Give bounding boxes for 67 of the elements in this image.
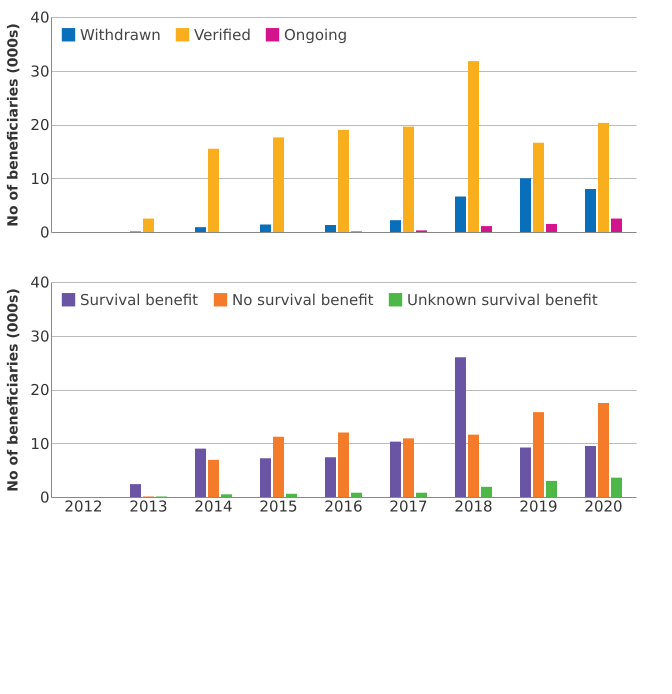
bar (585, 189, 596, 232)
x-tick-label: 2020 (584, 498, 623, 516)
legend-label: Withdrawn (80, 26, 161, 44)
bar (455, 196, 466, 232)
bar (481, 486, 492, 497)
legend-label: Survival benefit (80, 290, 198, 309)
bar (260, 458, 271, 497)
y-tick-label: 20 (30, 381, 50, 399)
y-tick-label: 30 (30, 62, 50, 80)
y-axis-title: No of beneficiaries (000s) (5, 288, 22, 492)
bar (455, 357, 466, 497)
bar (273, 137, 284, 232)
bar (273, 436, 284, 497)
bar (260, 224, 271, 232)
bar (468, 61, 479, 232)
bar (546, 224, 557, 232)
bar (546, 480, 557, 497)
x-tick-label: 2015 (259, 498, 298, 516)
y-tick-label: 0 (40, 488, 50, 506)
bar (611, 478, 622, 497)
x-tick-label: 2016 (324, 498, 363, 516)
bar (195, 227, 206, 232)
y-axis-title: No of beneficiaries (000s) (5, 23, 22, 227)
bar (468, 434, 479, 497)
y-tick-label: 30 (30, 327, 50, 346)
x-tick-label: 2012 (64, 498, 103, 516)
bar (338, 130, 349, 232)
x-tick-label: 2019 (519, 498, 558, 516)
bar (598, 122, 609, 232)
y-tick-label: 0 (40, 224, 50, 242)
bar (598, 402, 609, 497)
x-tick-label: 2017 (389, 498, 428, 516)
bar (533, 412, 544, 497)
y-tick-label: 10 (30, 170, 50, 188)
legend-label: Unknown survival benefit (407, 290, 598, 309)
bar (533, 142, 544, 232)
bar (325, 457, 336, 497)
bar (520, 178, 531, 232)
y-tick-label: 20 (30, 116, 50, 134)
legend-label: No survival benefit (232, 290, 374, 309)
x-tick-label: 2013 (129, 498, 168, 516)
bar (585, 446, 596, 497)
bar (520, 448, 531, 497)
bar (611, 218, 622, 232)
bar (416, 492, 427, 497)
bar (390, 442, 401, 497)
bar (221, 494, 232, 497)
x-tick-label: 2018 (454, 498, 493, 516)
bar (351, 492, 362, 497)
y-tick-label: 40 (30, 274, 50, 292)
bar (338, 432, 349, 497)
bar (208, 460, 219, 497)
y-tick-label: 40 (30, 8, 50, 26)
x-tick-label: 2014 (194, 498, 233, 516)
bar (143, 218, 154, 232)
bar (390, 220, 401, 232)
bar (481, 226, 492, 232)
bar (130, 484, 141, 497)
bar (195, 448, 206, 497)
bar (208, 148, 219, 232)
legend-label: Verified (194, 26, 251, 44)
bar (403, 126, 414, 232)
legend-label: Ongoing (284, 26, 348, 44)
bar (403, 438, 414, 497)
bar (286, 494, 297, 497)
bar (325, 225, 336, 232)
y-tick-label: 10 (30, 434, 50, 453)
